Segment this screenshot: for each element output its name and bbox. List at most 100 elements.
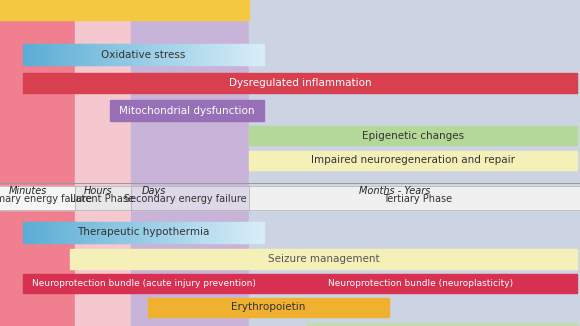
- Bar: [151, 222, 156, 243]
- Bar: [168, 44, 172, 65]
- Bar: [55, 222, 60, 243]
- Bar: [59, 44, 64, 65]
- Bar: [31, 44, 36, 65]
- Bar: [27, 44, 32, 65]
- Bar: [48, 44, 52, 65]
- Bar: [155, 44, 160, 65]
- Bar: [115, 44, 120, 65]
- Bar: [172, 222, 176, 243]
- Bar: [92, 44, 96, 65]
- Bar: [107, 44, 112, 65]
- Bar: [240, 222, 244, 243]
- Bar: [63, 222, 68, 243]
- Bar: [48, 222, 52, 243]
- Bar: [176, 44, 180, 65]
- Bar: [151, 44, 156, 65]
- Bar: [136, 222, 140, 243]
- Bar: [212, 44, 216, 65]
- Bar: [130, 0, 249, 326]
- Text: Dysregulated inflammation: Dysregulated inflammation: [229, 78, 371, 88]
- Bar: [88, 44, 92, 65]
- Bar: [35, 44, 40, 65]
- Bar: [51, 44, 56, 65]
- Bar: [111, 44, 116, 65]
- Bar: [228, 222, 233, 243]
- Bar: [103, 44, 108, 65]
- Text: Primary energy failure: Primary energy failure: [0, 194, 92, 204]
- Text: Neuroprotection bundle (neuroplasticity): Neuroprotection bundle (neuroplasticity): [328, 279, 513, 288]
- Bar: [103, 222, 108, 243]
- Text: Secondary energy failure: Secondary energy failure: [124, 194, 247, 204]
- Bar: [119, 222, 124, 243]
- Bar: [220, 222, 224, 243]
- Bar: [88, 222, 92, 243]
- Bar: [70, 249, 577, 269]
- Bar: [200, 222, 204, 243]
- Bar: [140, 44, 144, 65]
- Bar: [180, 44, 184, 65]
- Bar: [124, 44, 128, 65]
- Bar: [27, 222, 32, 243]
- Bar: [232, 44, 237, 65]
- Bar: [79, 44, 84, 65]
- Bar: [232, 222, 237, 243]
- Bar: [140, 222, 144, 243]
- Bar: [224, 44, 229, 65]
- Bar: [176, 222, 180, 243]
- Bar: [71, 222, 76, 243]
- Bar: [110, 100, 264, 121]
- Bar: [228, 44, 233, 65]
- Bar: [136, 44, 140, 65]
- Bar: [51, 222, 56, 243]
- Bar: [132, 44, 136, 65]
- Bar: [75, 186, 130, 210]
- Text: Oxidative stress: Oxidative stress: [102, 50, 186, 60]
- Bar: [99, 44, 104, 65]
- Bar: [204, 44, 208, 65]
- Bar: [195, 222, 200, 243]
- Bar: [115, 222, 120, 243]
- Bar: [188, 222, 193, 243]
- Bar: [164, 222, 168, 243]
- Bar: [84, 44, 88, 65]
- Bar: [224, 222, 229, 243]
- Bar: [307, 323, 577, 326]
- Bar: [188, 44, 193, 65]
- Bar: [160, 44, 164, 65]
- Bar: [204, 222, 208, 243]
- Bar: [79, 222, 84, 243]
- Bar: [31, 222, 36, 243]
- Bar: [71, 44, 76, 65]
- Bar: [260, 44, 264, 65]
- Bar: [148, 298, 389, 317]
- Bar: [244, 44, 248, 65]
- Bar: [39, 222, 44, 243]
- Bar: [44, 222, 48, 243]
- Bar: [220, 44, 224, 65]
- Bar: [0, 186, 75, 210]
- Bar: [191, 222, 196, 243]
- Text: Latent Phase: Latent Phase: [70, 194, 133, 204]
- Bar: [249, 186, 580, 210]
- Bar: [128, 44, 132, 65]
- Bar: [23, 274, 264, 293]
- Bar: [248, 44, 252, 65]
- Bar: [249, 126, 577, 145]
- Bar: [212, 222, 216, 243]
- Bar: [119, 44, 124, 65]
- Bar: [132, 222, 136, 243]
- Text: Months - Years: Months - Years: [358, 186, 430, 196]
- Bar: [208, 222, 212, 243]
- Bar: [256, 222, 260, 243]
- Bar: [44, 44, 48, 65]
- Bar: [180, 222, 184, 243]
- Text: Impaired neuroregeneration and repair: Impaired neuroregeneration and repair: [311, 155, 515, 165]
- Text: Tertiary Phase: Tertiary Phase: [383, 194, 452, 204]
- Bar: [252, 44, 256, 65]
- Bar: [260, 222, 264, 243]
- Bar: [144, 44, 148, 65]
- Bar: [107, 222, 112, 243]
- Bar: [23, 222, 28, 243]
- Bar: [236, 44, 241, 65]
- Bar: [23, 44, 28, 65]
